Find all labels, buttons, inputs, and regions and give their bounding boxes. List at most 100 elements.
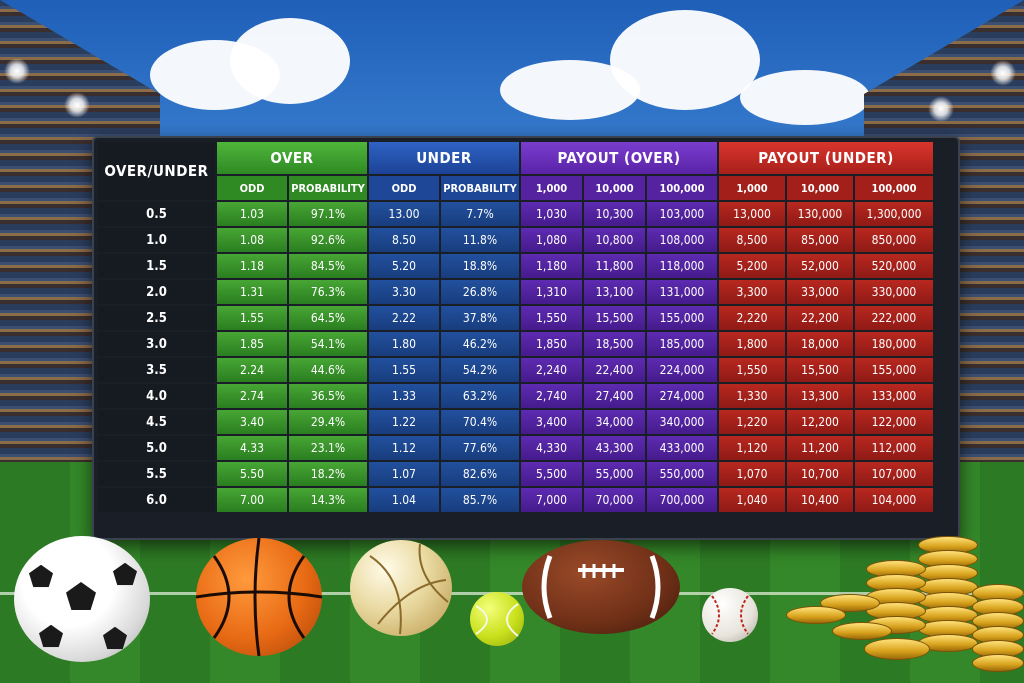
table-row: 0.5 1.03 97.1% 13.00 7.7% 1,030 10,300 103,000 1… bbox=[98, 202, 933, 226]
cell-payout-over-10000: 11,800 bbox=[584, 254, 645, 278]
cell-under-odd: 1.55 bbox=[369, 358, 439, 382]
cell-payout-over-100000: 433,000 bbox=[647, 436, 717, 460]
cell-over-odd: 1.31 bbox=[217, 280, 287, 304]
cell-under-probability: 26.8% bbox=[441, 280, 519, 304]
cell-payout-under-100000: 112,000 bbox=[855, 436, 933, 460]
cell-payout-under-1000: 13,000 bbox=[719, 202, 785, 226]
cell-payout-under-1000: 1,550 bbox=[719, 358, 785, 382]
cell-payout-over-10000: 27,400 bbox=[584, 384, 645, 408]
cell-payout-over-10000: 13,100 bbox=[584, 280, 645, 304]
cell-over-probability: 97.1% bbox=[289, 202, 367, 226]
cell-under-odd: 3.30 bbox=[369, 280, 439, 304]
subheader-over-odd: ODD bbox=[217, 176, 287, 200]
cell-payout-under-10000: 85,000 bbox=[787, 228, 853, 252]
cell-payout-under-10000: 10,400 bbox=[787, 488, 853, 512]
cell-payout-under-10000: 18,000 bbox=[787, 332, 853, 356]
cell-under-probability: 46.2% bbox=[441, 332, 519, 356]
cell-payout-under-1000: 1,330 bbox=[719, 384, 785, 408]
cell-under-probability: 63.2% bbox=[441, 384, 519, 408]
basketball-icon bbox=[196, 538, 322, 656]
cell-payout-under-1000: 2,220 bbox=[719, 306, 785, 330]
cell-payout-under-1000: 5,200 bbox=[719, 254, 785, 278]
cell-payout-under-100000: 104,000 bbox=[855, 488, 933, 512]
cell-over-probability: 44.6% bbox=[289, 358, 367, 382]
cell-payout-under-100000: 520,000 bbox=[855, 254, 933, 278]
cell-over-probability: 29.4% bbox=[289, 410, 367, 434]
cloud bbox=[230, 18, 350, 104]
cell-under-odd: 1.33 bbox=[369, 384, 439, 408]
row-line: 5.5 bbox=[98, 462, 215, 486]
stadium-light-icon bbox=[4, 58, 30, 84]
cell-payout-over-1000: 2,240 bbox=[521, 358, 582, 382]
table-row: 1.0 1.08 92.6% 8.50 11.8% 1,080 10,800 108,000 8… bbox=[98, 228, 933, 252]
odds-table: OVER/UNDER OVER UNDER PAYOUT (OVER) PAYO… bbox=[96, 140, 935, 514]
subheader-payout-under-10000: 10,000 bbox=[787, 176, 853, 200]
cell-under-odd: 8.50 bbox=[369, 228, 439, 252]
subheader-over-probability: PROBABILITY bbox=[289, 176, 367, 200]
row-line: 4.5 bbox=[98, 410, 215, 434]
cell-payout-under-1000: 1,040 bbox=[719, 488, 785, 512]
table-row: 6.0 7.00 14.3% 1.04 85.7% 7,000 70,000 700,000 1… bbox=[98, 488, 933, 512]
cell-payout-under-100000: 850,000 bbox=[855, 228, 933, 252]
stadium-light-icon bbox=[990, 60, 1016, 86]
subheader-payout-under-1000: 1,000 bbox=[719, 176, 785, 200]
cell-over-probability: 76.3% bbox=[289, 280, 367, 304]
cell-payout-under-100000: 122,000 bbox=[855, 410, 933, 434]
cell-payout-under-100000: 1,300,000 bbox=[855, 202, 933, 226]
cell-payout-over-1000: 1,080 bbox=[521, 228, 582, 252]
cell-under-odd: 13.00 bbox=[369, 202, 439, 226]
cell-payout-under-10000: 11,200 bbox=[787, 436, 853, 460]
cell-payout-under-1000: 1,800 bbox=[719, 332, 785, 356]
field-line bbox=[0, 592, 1024, 595]
cell-under-probability: 18.8% bbox=[441, 254, 519, 278]
table-row: 3.5 2.24 44.6% 1.55 54.2% 2,240 22,400 224,000 1… bbox=[98, 358, 933, 382]
row-line: 3.5 bbox=[98, 358, 215, 382]
cell-payout-over-1000: 1,180 bbox=[521, 254, 582, 278]
cell-payout-over-10000: 15,500 bbox=[584, 306, 645, 330]
cell-payout-over-100000: 224,000 bbox=[647, 358, 717, 382]
cell-under-probability: 82.6% bbox=[441, 462, 519, 486]
cell-over-odd: 1.85 bbox=[217, 332, 287, 356]
cell-payout-over-10000: 18,500 bbox=[584, 332, 645, 356]
cell-payout-over-1000: 2,740 bbox=[521, 384, 582, 408]
cell-payout-over-10000: 43,300 bbox=[584, 436, 645, 460]
cell-payout-over-100000: 118,000 bbox=[647, 254, 717, 278]
row-line: 1.0 bbox=[98, 228, 215, 252]
cell-over-odd: 5.50 bbox=[217, 462, 287, 486]
cell-over-odd: 7.00 bbox=[217, 488, 287, 512]
cell-payout-under-100000: 180,000 bbox=[855, 332, 933, 356]
cell-payout-under-10000: 10,700 bbox=[787, 462, 853, 486]
cell-payout-over-1000: 3,400 bbox=[521, 410, 582, 434]
cell-payout-under-100000: 222,000 bbox=[855, 306, 933, 330]
header-over-under: OVER/UNDER bbox=[98, 142, 215, 200]
stadium-light-icon bbox=[928, 96, 954, 122]
table-row: 5.5 5.50 18.2% 1.07 82.6% 5,500 55,000 550,000 1… bbox=[98, 462, 933, 486]
tennis-ball-icon bbox=[470, 592, 524, 646]
subheader-payout-over-100000: 100,000 bbox=[647, 176, 717, 200]
cloud bbox=[610, 10, 760, 110]
cell-payout-over-100000: 185,000 bbox=[647, 332, 717, 356]
cell-payout-under-10000: 15,500 bbox=[787, 358, 853, 382]
cell-under-probability: 70.4% bbox=[441, 410, 519, 434]
row-line: 6.0 bbox=[98, 488, 215, 512]
row-line: 1.5 bbox=[98, 254, 215, 278]
cell-under-odd: 5.20 bbox=[369, 254, 439, 278]
table-row: 2.5 1.55 64.5% 2.22 37.8% 1,550 15,500 155,000 2… bbox=[98, 306, 933, 330]
row-line: 2.5 bbox=[98, 306, 215, 330]
table-row: 5.0 4.33 23.1% 1.12 77.6% 4,330 43,300 433,000 1… bbox=[98, 436, 933, 460]
cell-under-odd: 1.07 bbox=[369, 462, 439, 486]
cell-payout-over-1000: 1,850 bbox=[521, 332, 582, 356]
row-line: 5.0 bbox=[98, 436, 215, 460]
table-row: 4.5 3.40 29.4% 1.22 70.4% 3,400 34,000 340,000 1… bbox=[98, 410, 933, 434]
american-football-icon bbox=[522, 540, 680, 634]
cell-under-probability: 11.8% bbox=[441, 228, 519, 252]
subheader-under-probability: PROBABILITY bbox=[441, 176, 519, 200]
cell-payout-over-10000: 22,400 bbox=[584, 358, 645, 382]
cell-payout-under-10000: 52,000 bbox=[787, 254, 853, 278]
header-payout-under: PAYOUT (UNDER) bbox=[719, 142, 933, 174]
header-over: OVER bbox=[217, 142, 367, 174]
cell-payout-under-1000: 1,120 bbox=[719, 436, 785, 460]
header-under: UNDER bbox=[369, 142, 519, 174]
cell-over-odd: 1.08 bbox=[217, 228, 287, 252]
row-line: 2.0 bbox=[98, 280, 215, 304]
